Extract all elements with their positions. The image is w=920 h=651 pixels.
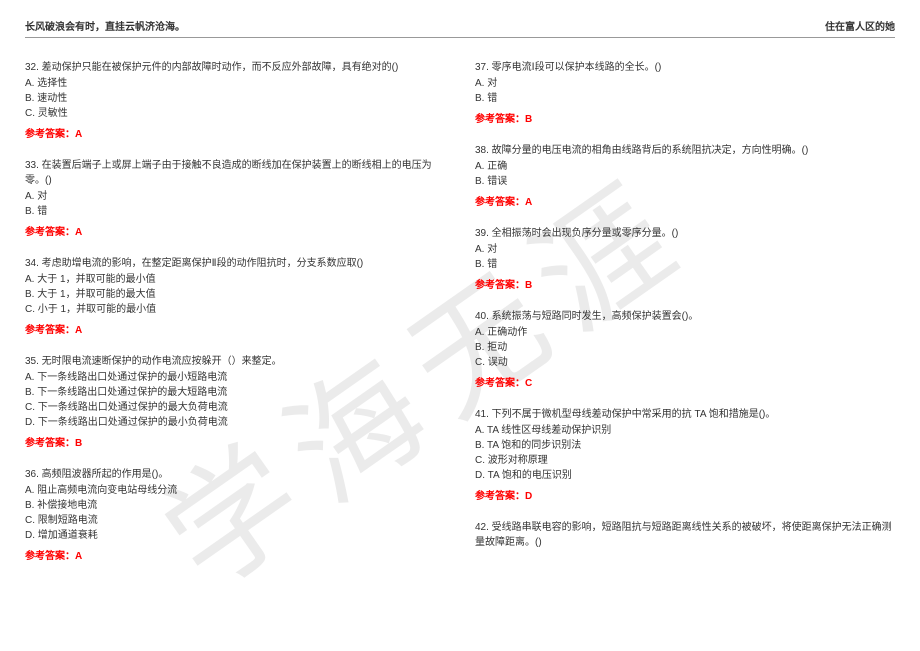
- question-text: 39. 全相振荡时会出现负序分量或零序分量。(): [475, 226, 895, 241]
- question-text: 35. 无时限电流速断保护的动作电流应按躲开（）来整定。: [25, 354, 445, 369]
- answer: 参考答案：A: [25, 323, 445, 338]
- option: B. 错: [25, 204, 445, 219]
- page-header: 长风破浪会有时，直挂云帆济沧海。 住在富人区的她: [25, 18, 895, 38]
- option: B. 下一条线路出口处通过保护的最大短路电流: [25, 385, 445, 400]
- answer: 参考答案：B: [475, 112, 895, 127]
- question-text: 34. 考虑助增电流的影响，在整定距离保护Ⅱ段的动作阻抗时，分支系数应取(): [25, 256, 445, 271]
- option: B. TA 饱和的同步识别法: [475, 438, 895, 453]
- option: B. 补偿接地电流: [25, 498, 445, 513]
- option: D. 增加通道衰耗: [25, 528, 445, 543]
- option: C. 下一条线路出口处通过保护的最大负荷电流: [25, 400, 445, 415]
- question: 40. 系统振荡与短路同时发生，高频保护装置会()。A. 正确动作B. 拒动C.…: [475, 309, 895, 391]
- question-text: 37. 零序电流Ⅰ段可以保护本线路的全长。(): [475, 60, 895, 75]
- option: A. 对: [25, 189, 445, 204]
- option: A. 对: [475, 76, 895, 91]
- question-text: 33. 在装置后端子上或屏上端子由于接触不良造成的断线加在保护装置上的断线相上的…: [25, 158, 445, 188]
- option: A. 大于 1，并取可能的最小值: [25, 272, 445, 287]
- question-text: 32. 差动保护只能在被保护元件的内部故障时动作，而不反应外部故障，具有绝对的(…: [25, 60, 445, 75]
- option: B. 拒动: [475, 340, 895, 355]
- option: A. 对: [475, 242, 895, 257]
- question: 35. 无时限电流速断保护的动作电流应按躲开（）来整定。A. 下一条线路出口处通…: [25, 354, 445, 451]
- option: B. 错误: [475, 174, 895, 189]
- question: 38. 故障分量的电压电流的相角由线路背后的系统阻抗决定，方向性明确。()A. …: [475, 143, 895, 210]
- right-column: 37. 零序电流Ⅰ段可以保护本线路的全长。()A. 对B. 错参考答案：B38.…: [475, 60, 895, 641]
- question-text: 40. 系统振荡与短路同时发生，高频保护装置会()。: [475, 309, 895, 324]
- question: 41. 下列不属于微机型母线差动保护中常采用的抗 TA 饱和措施是()。A. T…: [475, 407, 895, 504]
- question-text: 42. 受线路串联电容的影响，短路阻抗与短路距离线性关系的被破坏，将使距离保护无…: [475, 520, 895, 550]
- option: C. 波形对称原理: [475, 453, 895, 468]
- left-column: 32. 差动保护只能在被保护元件的内部故障时动作，而不反应外部故障，具有绝对的(…: [25, 60, 445, 641]
- option: B. 错: [475, 91, 895, 106]
- option: D. TA 饱和的电压识别: [475, 468, 895, 483]
- answer: 参考答案：C: [475, 376, 895, 391]
- option: A. 下一条线路出口处通过保护的最小短路电流: [25, 370, 445, 385]
- answer: 参考答案：B: [475, 278, 895, 293]
- question: 34. 考虑助增电流的影响，在整定距离保护Ⅱ段的动作阻抗时，分支系数应取()A.…: [25, 256, 445, 338]
- option: B. 错: [475, 257, 895, 272]
- answer: 参考答案：A: [25, 225, 445, 240]
- option: A. 阻止高频电流向变电站母线分流: [25, 483, 445, 498]
- question: 32. 差动保护只能在被保护元件的内部故障时动作，而不反应外部故障，具有绝对的(…: [25, 60, 445, 142]
- question-text: 38. 故障分量的电压电流的相角由线路背后的系统阻抗决定，方向性明确。(): [475, 143, 895, 158]
- answer: 参考答案：A: [25, 549, 445, 564]
- question: 33. 在装置后端子上或屏上端子由于接触不良造成的断线加在保护装置上的断线相上的…: [25, 158, 445, 240]
- header-right: 住在富人区的她: [825, 18, 895, 33]
- question: 42. 受线路串联电容的影响，短路阻抗与短路距离线性关系的被破坏，将使距离保护无…: [475, 520, 895, 550]
- option: B. 大于 1，并取可能的最大值: [25, 287, 445, 302]
- option: A. 正确动作: [475, 325, 895, 340]
- option: A. 正确: [475, 159, 895, 174]
- option: C. 小于 1，并取可能的最小值: [25, 302, 445, 317]
- option: C. 限制短路电流: [25, 513, 445, 528]
- answer: 参考答案：D: [475, 489, 895, 504]
- question: 36. 高频阻波器所起的作用是()。A. 阻止高频电流向变电站母线分流B. 补偿…: [25, 467, 445, 564]
- answer: 参考答案：A: [475, 195, 895, 210]
- question: 39. 全相振荡时会出现负序分量或零序分量。()A. 对B. 错参考答案：B: [475, 226, 895, 293]
- option: D. 下一条线路出口处通过保护的最小负荷电流: [25, 415, 445, 430]
- answer: 参考答案：B: [25, 436, 445, 451]
- question: 37. 零序电流Ⅰ段可以保护本线路的全长。()A. 对B. 错参考答案：B: [475, 60, 895, 127]
- content-area: 32. 差动保护只能在被保护元件的内部故障时动作，而不反应外部故障，具有绝对的(…: [25, 60, 895, 641]
- question-text: 41. 下列不属于微机型母线差动保护中常采用的抗 TA 饱和措施是()。: [475, 407, 895, 422]
- option: C. 误动: [475, 355, 895, 370]
- answer: 参考答案：A: [25, 127, 445, 142]
- option: A. 选择性: [25, 76, 445, 91]
- option: A. TA 线性区母线差动保护识别: [475, 423, 895, 438]
- header-left: 长风破浪会有时，直挂云帆济沧海。: [25, 18, 185, 33]
- question-text: 36. 高频阻波器所起的作用是()。: [25, 467, 445, 482]
- option: B. 速动性: [25, 91, 445, 106]
- option: C. 灵敏性: [25, 106, 445, 121]
